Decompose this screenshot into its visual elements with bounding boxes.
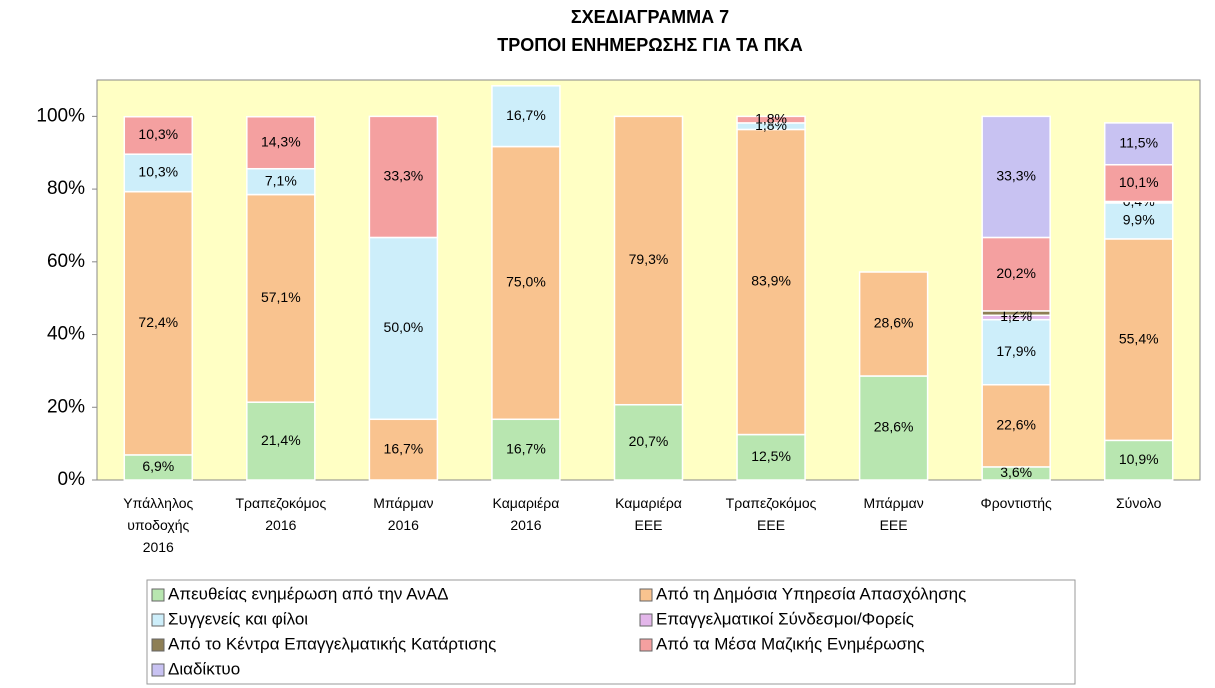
data-label: 1,8%	[755, 110, 787, 126]
chart-title: ΣΧΕΔΙΑΓΡΑΜΜΑ 7	[571, 7, 729, 27]
legend-label: Διαδίκτυο	[168, 659, 240, 678]
data-label: 16,7%	[506, 107, 546, 123]
x-tick-label: Καμαριέρα 2016	[493, 495, 560, 533]
data-label: 6,9%	[142, 458, 174, 474]
data-label: 7,1%	[265, 172, 297, 188]
bar-segment	[123, 115, 194, 155]
x-tick-label: Σύνολο	[1116, 495, 1162, 511]
bar-segment	[858, 375, 929, 481]
legend-label: Απευθείας ενημέρωση από την ΑνΑΔ	[168, 584, 448, 603]
y-tick-label: 20%	[47, 396, 85, 417]
bar-segment	[1103, 238, 1174, 442]
data-label: 57,1%	[261, 289, 301, 305]
x-tick-label: Μπάρμαν ΕΕΕ	[863, 495, 923, 533]
data-label: 33,3%	[996, 168, 1036, 184]
data-label: 17,9%	[996, 343, 1036, 359]
bar-segment	[491, 145, 561, 421]
data-label: 3,6%	[1000, 464, 1032, 480]
legend-label: Επαγγελματικοί Σύνδεσμοι/Φορείς	[656, 609, 914, 628]
bar-segment	[1103, 439, 1174, 481]
data-label: 33,3%	[384, 168, 424, 184]
legend-label: Από τα Μέσα Μαζικής Ενημέρωσης	[656, 634, 925, 653]
y-tick-label: 100%	[36, 105, 85, 126]
data-label: 14,3%	[261, 133, 301, 149]
bar-segment	[246, 401, 316, 481]
bar-segment	[246, 193, 316, 403]
x-tick-label: Φροντιστής	[981, 495, 1053, 511]
bar-segment	[1103, 122, 1174, 166]
bar-segment	[981, 383, 1051, 468]
data-label: 28,6%	[874, 419, 914, 435]
legend-swatch	[639, 613, 653, 627]
legend-label: Από το Κέντρα Επαγγελματικής Κατάρτισης	[168, 634, 496, 653]
legend-swatch	[151, 663, 165, 677]
bar-segment	[368, 236, 439, 421]
data-label: 75,0%	[506, 274, 546, 290]
bar-segment	[613, 115, 684, 406]
y-tick-label: 60%	[47, 251, 85, 272]
data-label: 28,6%	[874, 315, 914, 331]
bar-segment	[1103, 163, 1174, 203]
legend-box	[146, 579, 1076, 685]
y-tick-label: 40%	[47, 324, 85, 345]
bar-segment	[123, 190, 194, 456]
bar-segment	[246, 167, 316, 196]
bar-segment	[981, 115, 1051, 239]
data-label: 20,2%	[996, 265, 1036, 281]
bar-segment	[736, 115, 806, 124]
data-label: 10,3%	[138, 164, 178, 180]
legend-label: Από τη Δημόσια Υπηρεσία Απασχόλησης	[656, 584, 966, 603]
legend-swatch	[639, 638, 653, 652]
data-label: 12,5%	[751, 448, 791, 464]
legend-swatch	[639, 588, 653, 602]
bar-segment	[246, 115, 316, 170]
chart-subtitle: ΤΡΟΠΟΙ ΕΝΗΜΕΡΩΣΗΣ ΓΙΑ ΤΑ ΠΚΑ	[497, 35, 803, 55]
bar-segment	[368, 418, 439, 481]
data-label: 79,3%	[629, 251, 669, 267]
data-label: 10,9%	[1119, 451, 1159, 467]
legend-swatch	[151, 638, 165, 652]
data-label: 22,6%	[996, 417, 1036, 433]
data-label: 72,4%	[138, 314, 178, 330]
data-label: 20,7%	[629, 433, 669, 449]
bar-segment	[1103, 202, 1174, 240]
bar-segment	[368, 115, 439, 239]
bar-segment	[613, 403, 684, 481]
data-label: 21,4%	[261, 432, 301, 448]
x-tick-label: Υπάλληλος υποδοχής 2016	[123, 495, 193, 555]
data-label: 83,9%	[751, 273, 791, 289]
legend-label: Συγγενείς και φίλοι	[168, 609, 308, 628]
bar-segment	[981, 318, 1051, 386]
x-tick-label: Τραπεζοκόμος ΕΕΕ	[726, 495, 817, 533]
x-tick-label: Τραπεζοκόμος 2016	[235, 495, 326, 533]
data-label: 11,5%	[1119, 135, 1158, 151]
legend-swatch	[151, 613, 165, 627]
x-tick-label: Μπάρμαν 2016	[373, 495, 433, 533]
data-label: 16,7%	[506, 440, 546, 456]
data-label: 10,1%	[1119, 174, 1159, 190]
bar-segment	[123, 454, 194, 481]
data-label: 16,7%	[384, 440, 424, 456]
data-label: 50,0%	[384, 319, 424, 335]
data-label: 10,3%	[138, 126, 178, 142]
bar-segment	[491, 418, 561, 481]
data-label: 9,9%	[1123, 212, 1155, 228]
x-tick-label: Καμαριέρα ΕΕΕ	[615, 495, 682, 533]
bar-segment	[491, 85, 561, 148]
bar-segment	[858, 271, 929, 377]
bar-segment	[981, 236, 1051, 312]
y-tick-label: 80%	[47, 178, 85, 199]
y-tick-label: 0%	[58, 469, 86, 490]
data-label: 55,4%	[1119, 330, 1159, 346]
legend-swatch	[151, 588, 165, 602]
bar-segment	[736, 128, 806, 436]
